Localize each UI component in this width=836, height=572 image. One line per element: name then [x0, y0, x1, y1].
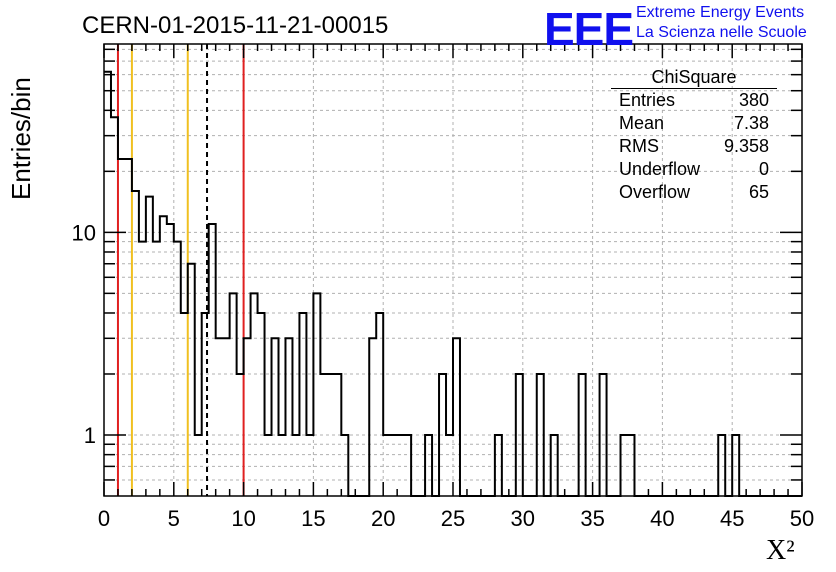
stats-row: Underflow 0 — [611, 158, 777, 181]
logo-line-1: Extreme Energy Events — [636, 4, 805, 21]
y-tick-labels: 1 10 — [72, 220, 96, 448]
stats-value: 7.38 — [733, 113, 769, 133]
stats-title: ChiSquare — [611, 66, 777, 89]
x-tick-label: 40 — [650, 506, 674, 531]
x-tick-label: 10 — [231, 506, 255, 531]
stats-value: 0 — [758, 159, 769, 179]
stats-row: Entries 380 — [611, 89, 777, 112]
stats-label: Entries — [619, 90, 676, 110]
stats-row: Mean 7.38 — [611, 112, 777, 135]
stats-row: RMS 9.358 — [611, 135, 777, 158]
x-tick-label: 0 — [98, 506, 110, 531]
stats-value: 380 — [738, 90, 769, 110]
x-tick-label: 15 — [301, 506, 325, 531]
x-tick-label: 20 — [371, 506, 395, 531]
x-tick-label: 5 — [168, 506, 180, 531]
x-tick-label: 45 — [720, 506, 744, 531]
stats-label: Mean — [619, 113, 665, 133]
stats-label: RMS — [619, 136, 659, 156]
y-tick-label: 1 — [84, 423, 96, 448]
eee-logo: EEE — [544, 3, 634, 55]
stats-value: 9.358 — [723, 136, 769, 156]
stats-label: Underflow — [619, 159, 701, 179]
x-tick-label: 35 — [580, 506, 604, 531]
logo-line-2: La Scienza nelle Scuole — [636, 24, 807, 41]
x-tick-label: 50 — [790, 506, 814, 531]
stats-value: 65 — [748, 182, 769, 202]
stats-label: Overflow — [619, 182, 691, 202]
axis-ticks — [103, 44, 803, 496]
chart-title: CERN-01-2015-11-21-00015 — [82, 12, 389, 39]
x-tick-label: 30 — [511, 506, 535, 531]
x-tick-label: 25 — [441, 506, 465, 531]
y-axis-label: Entries/bin — [6, 77, 36, 200]
stats-box: ChiSquare Entries 380 Mean 7.38 RMS 9.358 U… — [611, 66, 777, 204]
x-axis-label: X² — [766, 535, 795, 566]
y-tick-label: 10 — [72, 220, 96, 245]
x-tick-labels: 0 5 10 15 20 25 30 35 40 45 50 — [98, 506, 814, 531]
stats-row: Overflow 65 — [611, 181, 777, 204]
